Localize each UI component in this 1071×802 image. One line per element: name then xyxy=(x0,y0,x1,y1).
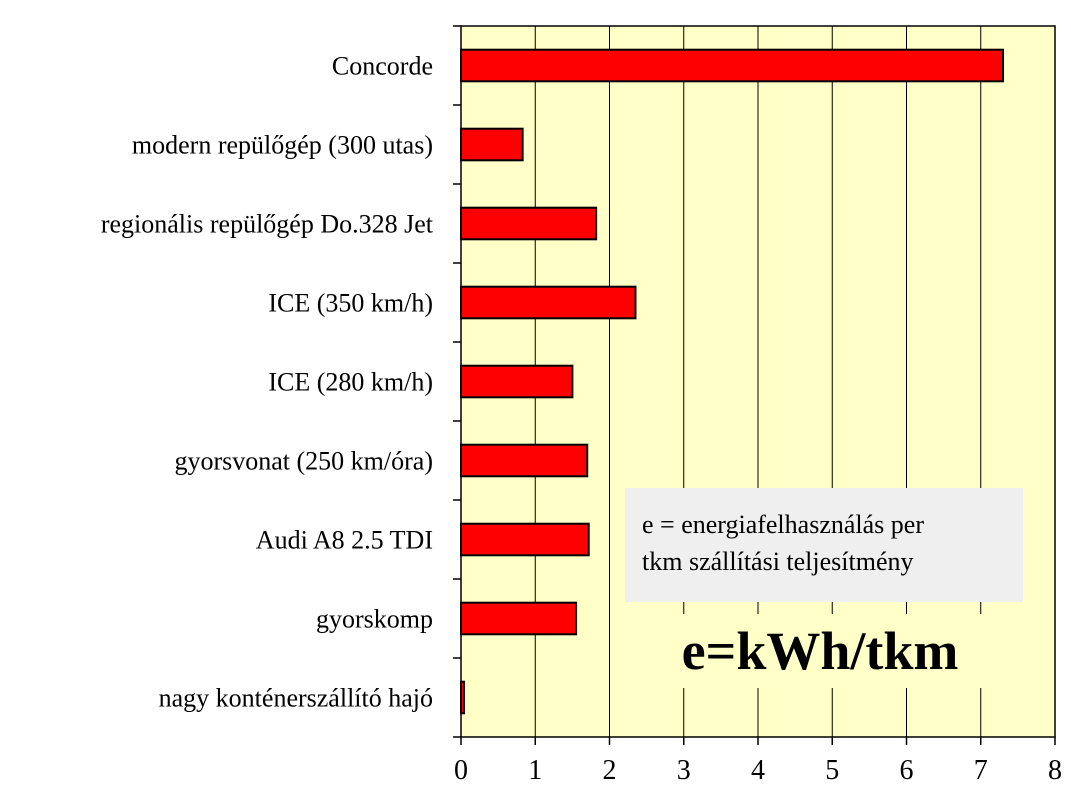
category-label: gyorskomp xyxy=(316,605,433,634)
annotation-note: e = energiafelhasználás per tkm szállítá… xyxy=(625,488,1023,602)
bar xyxy=(460,364,574,399)
x-tick-label: 3 xyxy=(677,755,691,786)
bar xyxy=(460,285,637,320)
bar xyxy=(460,206,598,241)
axes xyxy=(453,25,1056,745)
category-label: ICE (350 km/h) xyxy=(268,289,433,318)
category-label: Audi A8 2.5 TDI xyxy=(256,526,433,555)
unit-label: e=kWh/tkm xyxy=(652,614,988,688)
bar xyxy=(460,443,589,478)
x-tick-label: 1 xyxy=(528,755,542,786)
annotation-line-2: tkm szállítási teljesítmény xyxy=(642,547,914,576)
category-label: modern repülőgép (300 utas) xyxy=(132,131,433,160)
category-label: gyorsvonat (250 km/óra) xyxy=(174,447,433,476)
x-tick-label: 2 xyxy=(603,755,617,786)
x-tick-label: 5 xyxy=(825,755,839,786)
category-labels: Concorde modern repülőgép (300 utas) regio… xyxy=(101,52,434,713)
bar xyxy=(460,601,578,636)
bar xyxy=(460,127,524,162)
x-tick-label: 8 xyxy=(1048,755,1062,786)
tick-labels: 0 1 2 3 4 5 6 7 8 xyxy=(454,755,1062,786)
x-tick-label: 6 xyxy=(900,755,914,786)
category-label: regionális repülőgép Do.328 Jet xyxy=(101,210,434,239)
bar xyxy=(460,522,590,557)
x-tick-label: 0 xyxy=(454,755,468,786)
category-label: Concorde xyxy=(332,52,433,81)
annotation-line-1: e = energiafelhasználás per xyxy=(642,510,924,539)
bar xyxy=(460,48,1005,83)
category-label: ICE (280 km/h) xyxy=(268,368,433,397)
x-tick-label: 4 xyxy=(751,755,765,786)
plot-border xyxy=(460,25,1056,738)
x-tick-label: 7 xyxy=(974,755,988,786)
category-label: nagy konténerszállító hajó xyxy=(159,684,433,713)
